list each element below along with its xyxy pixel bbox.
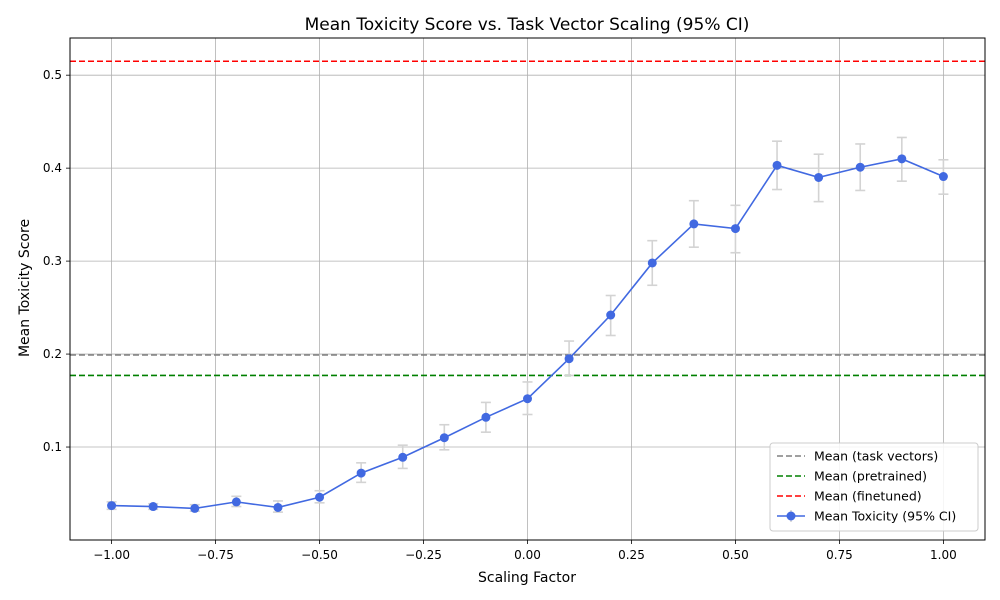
data-point <box>772 160 782 170</box>
legend-label: Mean Toxicity (95% CI) <box>814 509 956 524</box>
legend-swatch-marker <box>786 511 796 521</box>
data-point <box>564 354 574 364</box>
data-point <box>481 412 491 422</box>
y-axis-label: Mean Toxicity Score <box>17 219 33 357</box>
data-point <box>647 258 657 268</box>
x-tick-label: 0.75 <box>826 548 853 562</box>
legend-label: Mean (task vectors) <box>814 449 938 464</box>
x-tick-label: 0.25 <box>618 548 645 562</box>
chart-title: Mean Toxicity Score vs. Task Vector Scal… <box>305 15 750 35</box>
series-layer <box>107 154 948 513</box>
data-point <box>148 502 158 512</box>
x-axis-label: Scaling Factor <box>478 570 576 586</box>
data-point <box>273 502 283 512</box>
y-axis-ticks: 0.1 0.2 0.3 0.4 0.5 <box>43 68 70 454</box>
x-tick-label: 0.50 <box>722 548 749 562</box>
legend-label: Mean (finetuned) <box>814 489 922 504</box>
data-point <box>897 154 907 164</box>
y-tick-label: 0.4 <box>43 161 62 175</box>
data-point <box>231 497 241 507</box>
y-tick-label: 0.2 <box>43 347 62 361</box>
data-point <box>315 492 325 502</box>
data-point <box>398 452 408 462</box>
data-point <box>689 219 699 229</box>
legend: Mean (task vectors) Mean (pretrained) Mean… <box>769 442 979 532</box>
legend-box <box>769 442 979 532</box>
y-tick-label: 0.3 <box>43 254 62 268</box>
data-point <box>107 501 117 511</box>
y-tick-label: 0.5 <box>43 68 62 82</box>
data-point <box>814 172 824 182</box>
x-axis-ticks: −1.00 −0.75 −0.50 −0.25 0.00 0.25 0.50 0.75 1.00 <box>93 540 957 562</box>
data-point <box>523 394 532 404</box>
data-point <box>730 224 740 234</box>
x-tick-label: −0.75 <box>197 548 234 562</box>
y-tick-label: 0.1 <box>43 440 62 454</box>
x-tick-label: −0.25 <box>405 548 442 562</box>
data-point <box>190 503 200 513</box>
data-point <box>938 172 948 182</box>
data-point <box>439 433 449 443</box>
x-tick-label: 0.00 <box>514 548 541 562</box>
x-tick-label: −1.00 <box>93 548 130 562</box>
data-point <box>606 310 616 320</box>
legend-label: Mean (pretrained) <box>814 469 927 484</box>
data-point <box>855 162 865 172</box>
x-tick-label: 1.00 <box>930 548 957 562</box>
data-point <box>356 468 366 478</box>
x-tick-label: −0.50 <box>301 548 338 562</box>
